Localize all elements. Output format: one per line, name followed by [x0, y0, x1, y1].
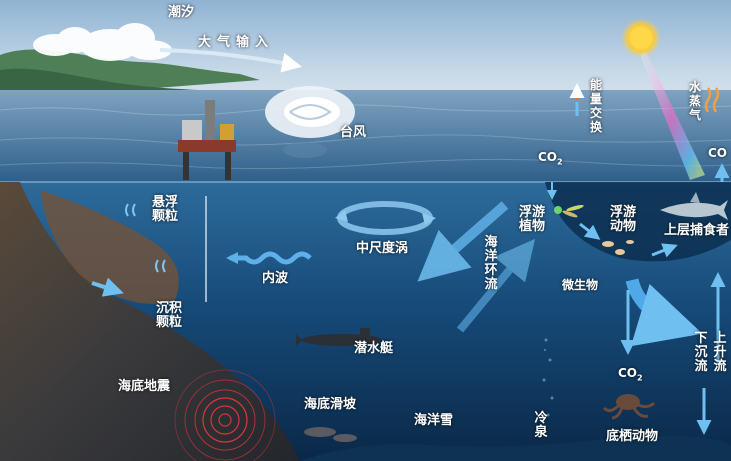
- submarine-label: 潜水艇: [354, 341, 394, 356]
- seafloor-earthquake-label: 海底地震: [118, 379, 171, 394]
- typhoon-icon: [265, 86, 355, 158]
- circulation-down-arrow: [417, 201, 509, 282]
- downwelling-arrow: [625, 278, 703, 347]
- suspended-particles-label: 悬浮颗粒: [152, 195, 179, 224]
- mesoscale-eddy-label: 中尺度涡: [356, 241, 409, 256]
- submarine-icon: [296, 328, 382, 346]
- internal-wave-label: 内波: [262, 271, 289, 286]
- landslide-rubble: [304, 427, 357, 442]
- ocean-circulation-text: 海洋环流: [484, 235, 498, 292]
- upwelling-label: 上升流: [713, 331, 727, 374]
- phytoplankton-label: 浮游植物: [519, 205, 546, 234]
- co2-top-label: CO2: [538, 150, 563, 167]
- vapor-icon: [704, 87, 712, 113]
- eddy-icon: [335, 201, 436, 235]
- sediment-arrow: [91, 277, 124, 297]
- tide-label: 潮汐: [168, 5, 195, 20]
- top-predator-label: 上层捕食者: [664, 223, 730, 238]
- shark-icon: [660, 192, 728, 220]
- cloud-icon: [33, 23, 172, 61]
- microbe-label: 微生物: [562, 278, 599, 292]
- sediment-cloud: [40, 190, 179, 304]
- seafloor-landslide-label: 海底滑坡: [304, 397, 357, 412]
- continental-slope: [0, 182, 300, 461]
- phytoplankton-icon: [554, 206, 562, 214]
- internal-wave-icon: [230, 251, 312, 265]
- benthic-animals-label: 底栖动物: [606, 429, 659, 444]
- atmospheric-input-label: 大气输入: [198, 35, 275, 50]
- particles-squiggle-icon: [125, 203, 166, 273]
- zooplankton-label: 浮游动物: [610, 205, 637, 234]
- upper-layer-zone: [545, 182, 731, 262]
- zooplankton-icon: [602, 241, 614, 247]
- co2-mid-label: CO2: [618, 366, 643, 383]
- earthquake-icon: [174, 369, 276, 461]
- cold-seep-label: 冷泉: [534, 411, 548, 440]
- energy-exchange-label: 能量交换: [589, 78, 602, 134]
- circulation-up-arrow: [456, 238, 536, 333]
- sediment-particles-label: 沉积颗粒: [156, 301, 183, 330]
- typhoon-label: 台风: [340, 125, 367, 140]
- atmospheric-input-arrow: [159, 48, 302, 73]
- sun-ray: [640, 52, 705, 180]
- cold-seep-bubbles: [542, 338, 554, 417]
- downwelling-label: 下沉流: [694, 331, 708, 374]
- co2-right-label: CO: [708, 146, 728, 160]
- water-vapor-label: 水蒸气: [688, 80, 701, 122]
- octopus-icon: [602, 394, 656, 420]
- oil-platform-icon: [178, 100, 236, 180]
- marine-snow-label: 海洋雪: [414, 413, 454, 428]
